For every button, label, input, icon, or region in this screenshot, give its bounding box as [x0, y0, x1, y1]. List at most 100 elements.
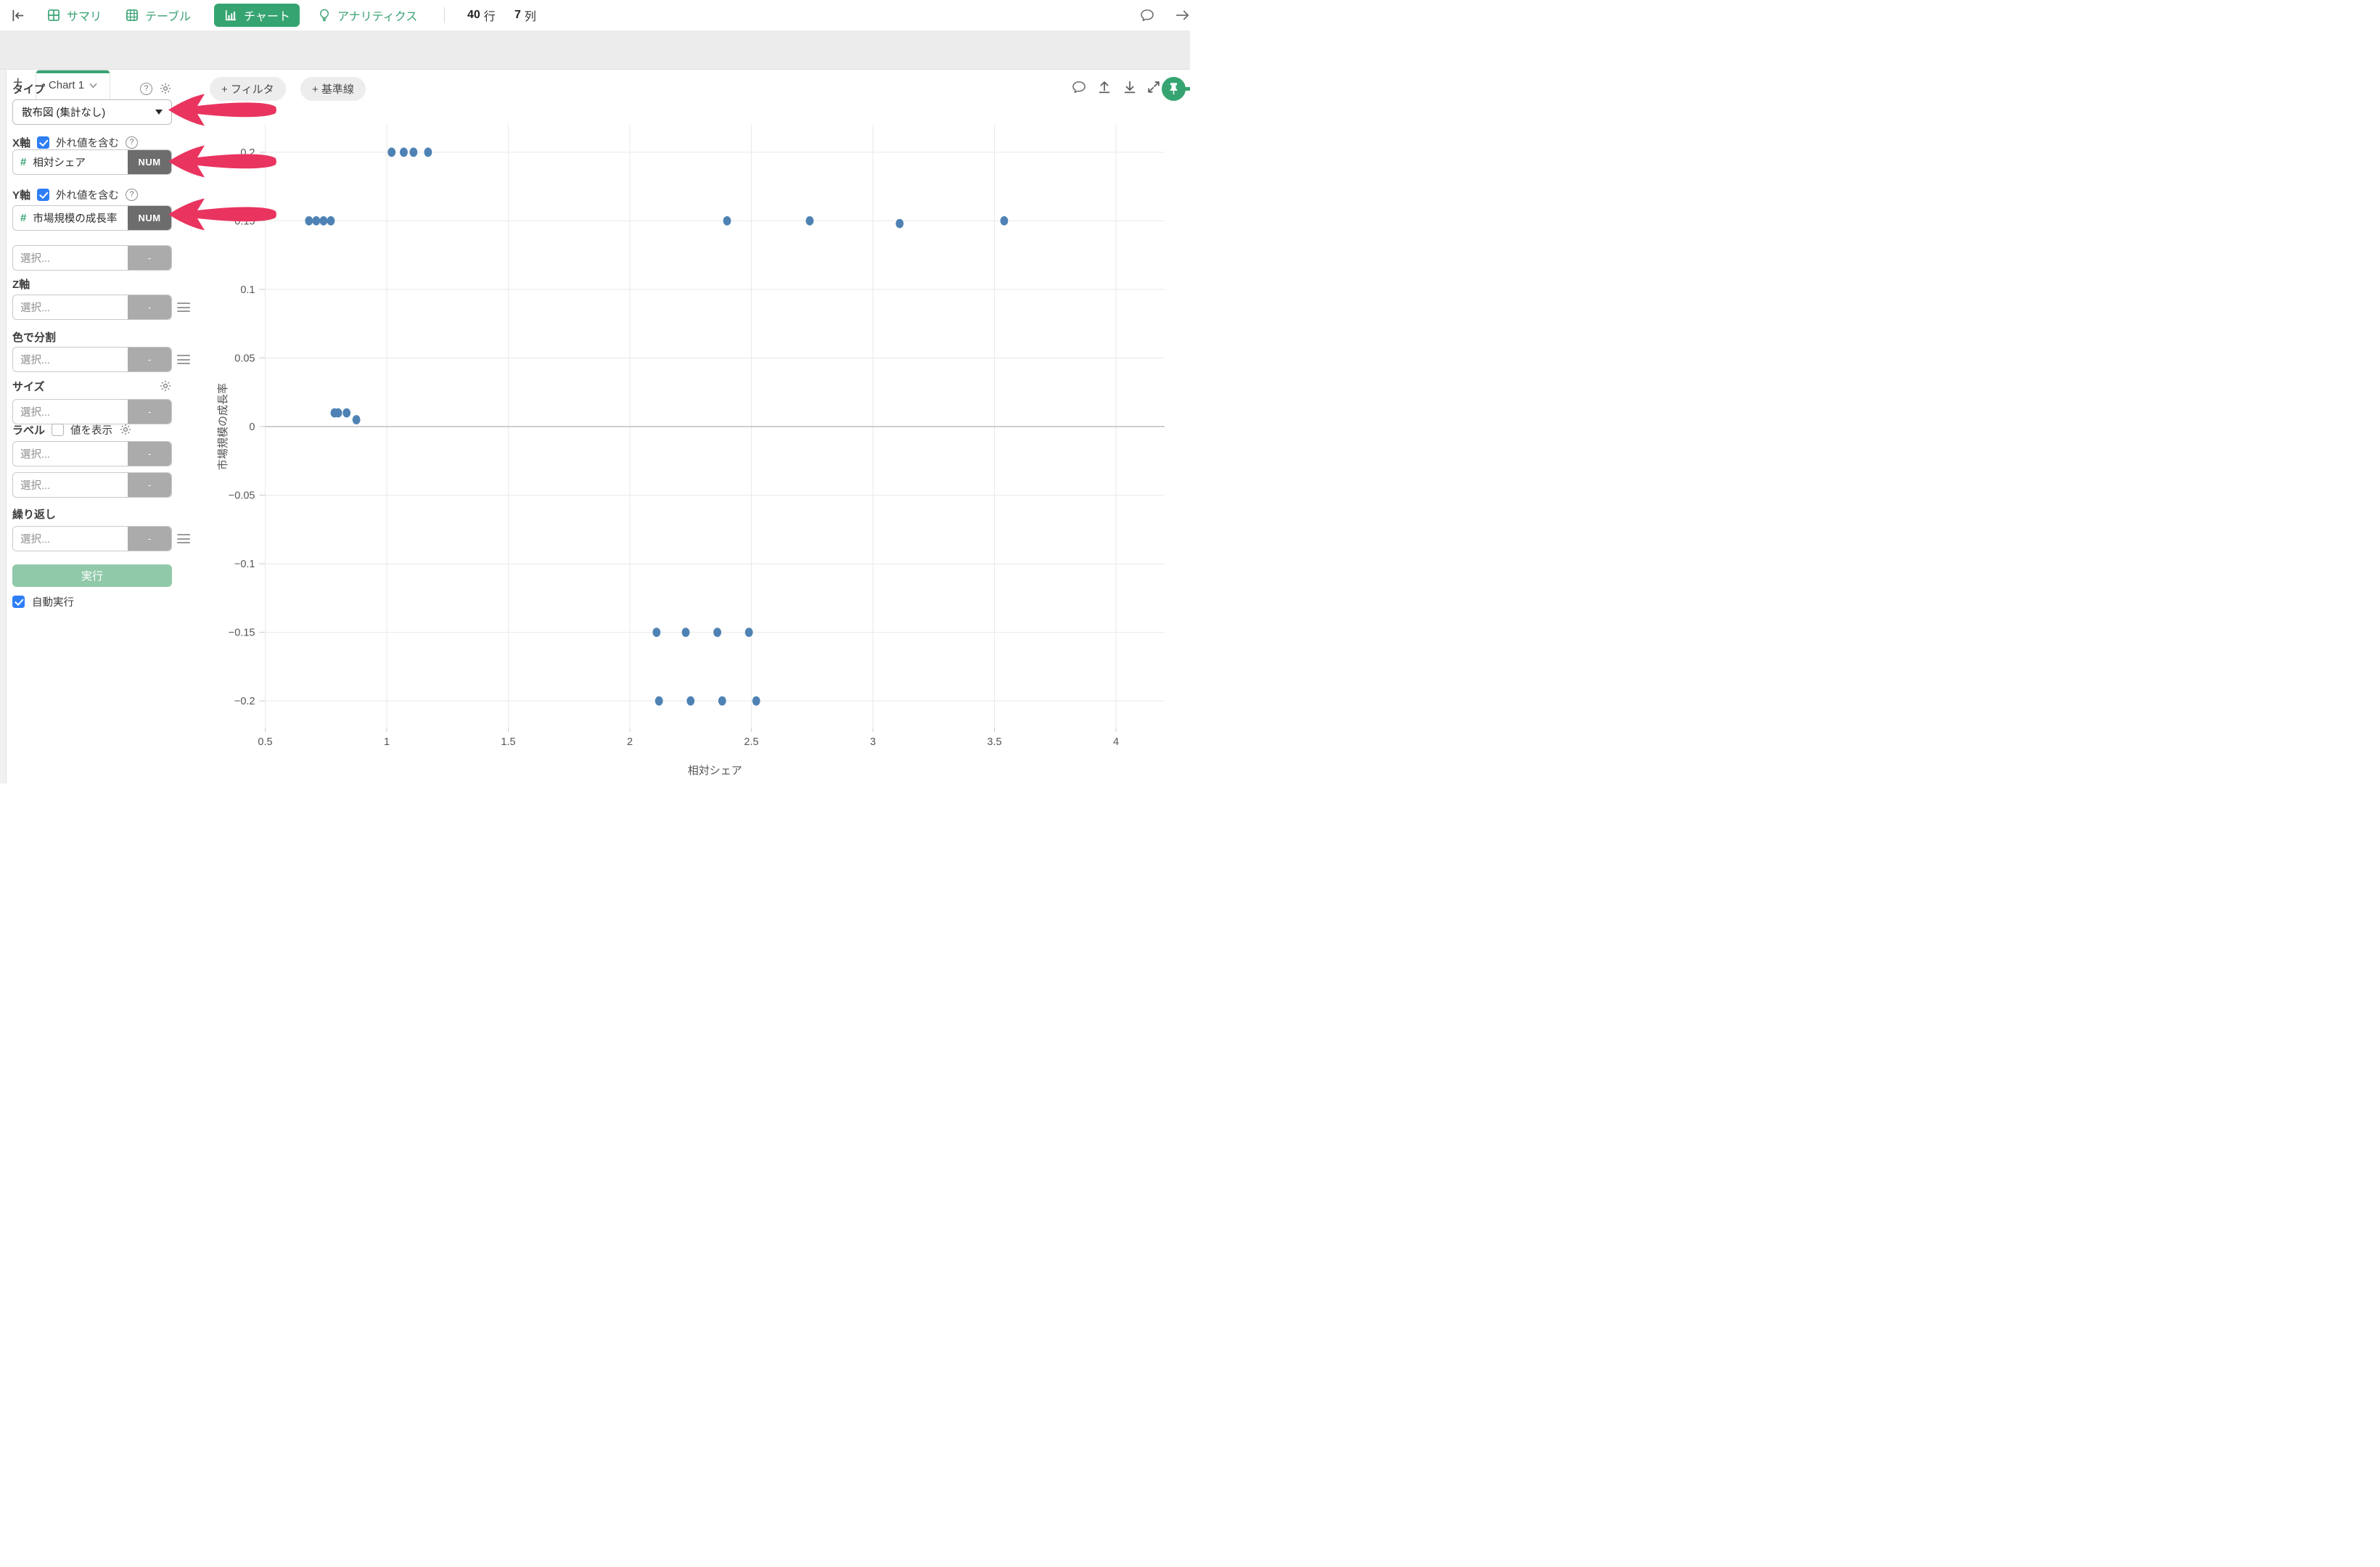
type-gear-icon[interactable]	[159, 82, 172, 95]
select-placeholder: 選択...	[20, 480, 51, 492]
x-tick-label: 0.5	[258, 736, 272, 748]
empty-type-badge: -	[128, 246, 171, 270]
data-point	[752, 696, 760, 706]
repeat-select[interactable]: 選択... -	[12, 526, 172, 551]
x-tick-label: 1.5	[501, 736, 515, 748]
y-axis-field[interactable]: # 市場規模の成長率 NUM	[12, 205, 172, 231]
data-point	[652, 628, 661, 638]
x-outlier-checkbox[interactable]	[37, 136, 50, 149]
tab-chart-label: チャート	[244, 11, 290, 23]
tab-chart-active[interactable]: チャート	[214, 4, 300, 27]
x-tick-label: 3.5	[987, 736, 1001, 748]
repeat-label: 繰り返し	[12, 508, 57, 521]
forward-arrow-icon[interactable]	[1175, 7, 1191, 23]
select-placeholder: 選択...	[20, 449, 51, 461]
size-header: サイズ	[12, 379, 172, 393]
x-tick-label: 2.5	[744, 736, 758, 748]
add-baseline-button[interactable]: + 基準線	[300, 77, 366, 101]
chart-type-value: 散布図 (集計なし)	[22, 107, 106, 119]
data-point	[387, 147, 396, 157]
pushpin-icon	[1170, 83, 1178, 95]
data-point	[342, 408, 351, 418]
comment-bubble-icon[interactable]	[1139, 7, 1155, 23]
data-point	[409, 147, 418, 157]
data-point	[1000, 215, 1009, 226]
x-axis-field[interactable]: # 相対シェア NUM	[12, 149, 172, 175]
chart-tab[interactable]: Chart 1	[36, 70, 110, 100]
pin-connector-line	[1184, 87, 1190, 91]
numeric-hash-icon: #	[20, 212, 27, 224]
y-outlier-checkbox[interactable]	[37, 188, 50, 201]
pin-button[interactable]	[1162, 77, 1186, 101]
row-count: 40 行	[467, 0, 496, 30]
select-placeholder: 選択...	[20, 534, 51, 546]
upload-icon[interactable]	[1096, 79, 1112, 95]
tab-analytics-label: アナリティクス	[337, 11, 418, 23]
x-outlier-help-icon[interactable]: ?	[126, 136, 139, 149]
col-count-unit: 列	[524, 11, 536, 23]
color-split-drag-handle[interactable]	[177, 355, 190, 364]
collapsed-left-rail[interactable]	[0, 70, 7, 784]
select-placeholder: 選択...	[20, 355, 51, 366]
x-axis-header: X軸 外れ値を含む ?	[12, 135, 139, 149]
x-axis-type-badge: NUM	[128, 150, 171, 174]
autorun-row: 自動実行	[12, 594, 74, 609]
tab-table[interactable]: テーブル	[125, 0, 191, 30]
tab-analytics[interactable]: アナリティクス	[317, 0, 417, 30]
data-point	[681, 628, 690, 638]
row-count-value: 40	[467, 9, 480, 21]
label-select-2[interactable]: 選択... -	[12, 472, 172, 498]
repeat-drag-handle[interactable]	[177, 534, 190, 543]
empty-type-badge: -	[128, 347, 171, 371]
x-tick-label: 1	[384, 736, 390, 748]
chart-comment-icon[interactable]	[1071, 79, 1087, 95]
download-icon[interactable]	[1122, 79, 1138, 95]
expand-icon[interactable]	[1146, 79, 1162, 95]
chart-tab-bar: + Chart 1	[0, 30, 1190, 100]
collapse-left-button[interactable]	[10, 0, 25, 30]
data-point	[334, 408, 342, 418]
data-point	[744, 628, 753, 638]
x-axis-title: 相対シェア	[688, 765, 742, 777]
color-split-label: 色で分割	[12, 331, 57, 344]
tab-summary[interactable]: サマリ	[46, 0, 102, 30]
data-point	[805, 215, 814, 226]
add-chart-tab-button[interactable]: +	[13, 73, 23, 91]
data-point	[400, 147, 408, 157]
type-label: タイプ	[12, 83, 46, 96]
run-button[interactable]: 実行	[12, 564, 172, 587]
type-section-header: タイプ ?	[12, 81, 172, 96]
y-tick-label: 0.1	[240, 284, 255, 296]
y-axis-extra-select[interactable]: 選択... -	[12, 245, 172, 271]
dropdown-caret-icon	[155, 110, 163, 115]
x-axis-label: X軸	[12, 136, 31, 149]
show-value-checkbox[interactable]	[52, 423, 65, 436]
bar-chart-icon	[225, 9, 237, 21]
empty-type-badge: -	[128, 295, 171, 319]
data-point	[718, 696, 726, 706]
empty-type-badge: -	[128, 442, 171, 466]
summary-grid-icon	[48, 9, 60, 21]
x-axis-field-value: 相対シェア	[33, 157, 86, 169]
x-tick-label: 2	[627, 736, 633, 748]
y-axis-label: Y軸	[12, 189, 31, 202]
chevron-down-icon	[89, 83, 97, 88]
lightbulb-icon	[320, 9, 329, 22]
top-toolbar: サマリ テーブル チャート アナリティクス 40 行 7 列	[0, 0, 1190, 31]
chart-type-dropdown[interactable]: 散布図 (集計なし)	[12, 99, 172, 125]
autorun-checkbox[interactable]	[12, 596, 25, 608]
type-help-icon[interactable]: ?	[140, 82, 152, 95]
label-gear-icon[interactable]	[119, 423, 132, 436]
label-select-1[interactable]: 選択... -	[12, 441, 172, 466]
y-outlier-help-icon[interactable]: ?	[126, 188, 139, 201]
repeat-header: 繰り返し	[12, 506, 56, 521]
size-gear-icon[interactable]	[159, 379, 172, 392]
size-select[interactable]: 選択... -	[12, 399, 172, 424]
col-count-value: 7	[514, 9, 521, 21]
y-tick-label: −0.05	[229, 490, 255, 502]
color-split-select[interactable]: 選択... -	[12, 347, 172, 372]
col-count: 7 列	[514, 0, 536, 30]
z-axis-select[interactable]: 選択... -	[12, 295, 172, 320]
x-tick-label: 3	[870, 736, 876, 748]
z-axis-drag-handle[interactable]	[177, 303, 190, 312]
